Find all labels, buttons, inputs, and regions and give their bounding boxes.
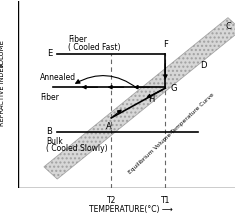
Text: Equilibrium Volume-Temperature Curve: Equilibrium Volume-Temperature Curve bbox=[128, 92, 216, 175]
Text: E: E bbox=[47, 49, 52, 58]
Text: H: H bbox=[148, 95, 155, 104]
Text: Bulk: Bulk bbox=[46, 137, 63, 145]
Text: C: C bbox=[225, 22, 231, 31]
Text: ( Cooled Fast): ( Cooled Fast) bbox=[68, 43, 120, 52]
Text: D: D bbox=[200, 61, 207, 70]
Text: Fiber: Fiber bbox=[40, 93, 59, 102]
Text: T1: T1 bbox=[161, 196, 170, 205]
Text: B: B bbox=[46, 127, 52, 136]
Text: G: G bbox=[170, 83, 177, 93]
Text: A: A bbox=[106, 122, 112, 131]
Text: T2: T2 bbox=[106, 196, 116, 205]
Polygon shape bbox=[44, 18, 236, 179]
Text: Fiber: Fiber bbox=[68, 35, 87, 44]
Text: ( Cooled Slowly): ( Cooled Slowly) bbox=[46, 144, 108, 153]
FancyArrowPatch shape bbox=[76, 76, 137, 88]
Text: REFRACTIVE INDEX: REFRACTIVE INDEX bbox=[0, 63, 5, 126]
Text: VOLUME: VOLUME bbox=[0, 39, 5, 68]
Text: TEMPERATURE(°C) ⟶: TEMPERATURE(°C) ⟶ bbox=[89, 205, 173, 213]
Text: Annealed: Annealed bbox=[40, 73, 76, 82]
Text: F: F bbox=[163, 40, 168, 49]
